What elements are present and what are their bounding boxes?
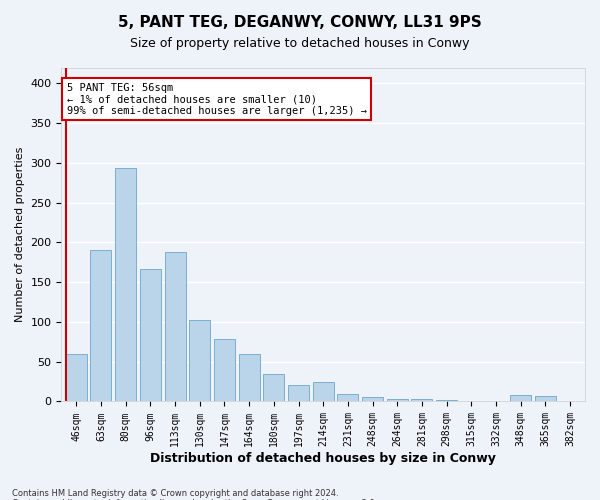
Bar [387, 399, 408, 402]
Bar [337, 394, 358, 402]
Bar [140, 268, 161, 402]
Bar [189, 320, 210, 402]
Bar [288, 385, 309, 402]
Bar [91, 250, 112, 402]
Text: 5, PANT TEG, DEGANWY, CONWY, LL31 9PS: 5, PANT TEG, DEGANWY, CONWY, LL31 9PS [118, 15, 482, 30]
Text: Size of property relative to detached houses in Conwy: Size of property relative to detached ho… [130, 38, 470, 51]
Bar [239, 354, 260, 402]
Text: Contains public sector information licensed under the Open Government Licence v3: Contains public sector information licen… [12, 498, 377, 500]
Bar [164, 252, 185, 402]
Text: 5 PANT TEG: 56sqm
← 1% of detached houses are smaller (10)
99% of semi-detached : 5 PANT TEG: 56sqm ← 1% of detached house… [67, 82, 367, 116]
Bar [412, 399, 433, 402]
Bar [535, 396, 556, 402]
Bar [214, 340, 235, 402]
Bar [510, 395, 531, 402]
Bar [263, 374, 284, 402]
Bar [313, 382, 334, 402]
Bar [436, 400, 457, 402]
Bar [461, 400, 482, 402]
Bar [115, 168, 136, 402]
Bar [66, 354, 87, 402]
Text: Contains HM Land Registry data © Crown copyright and database right 2024.: Contains HM Land Registry data © Crown c… [12, 488, 338, 498]
Y-axis label: Number of detached properties: Number of detached properties [15, 147, 25, 322]
X-axis label: Distribution of detached houses by size in Conwy: Distribution of detached houses by size … [150, 452, 496, 465]
Bar [362, 398, 383, 402]
